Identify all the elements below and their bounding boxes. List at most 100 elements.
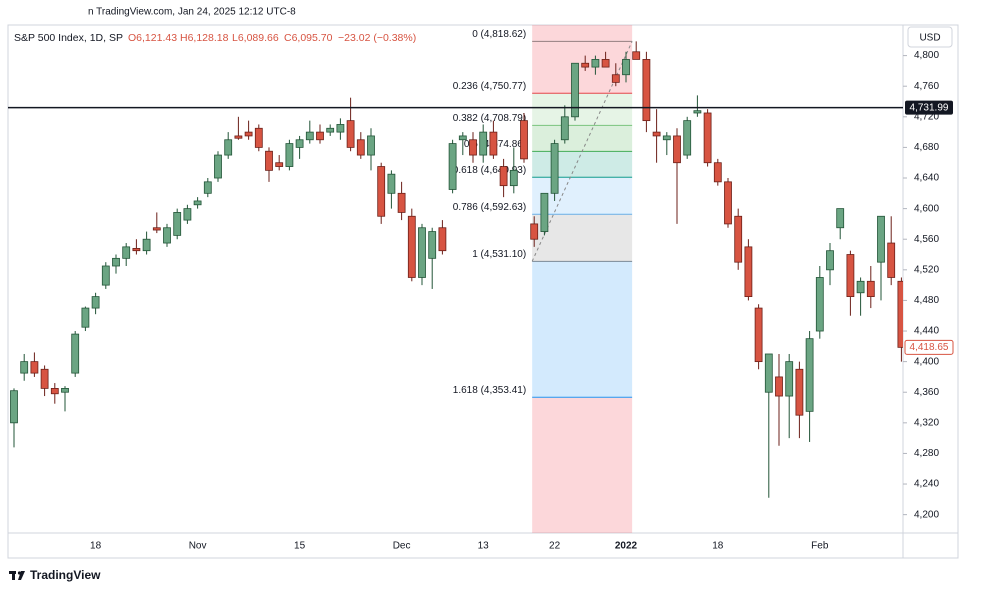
fib-label: 1 (4,531.10) <box>472 249 526 260</box>
fib-label: 0 (4,818.62) <box>472 29 526 40</box>
candle-body <box>509 169 518 187</box>
candle-body <box>50 388 59 395</box>
candle-body <box>285 143 294 167</box>
y-tick-label: 4,720 <box>914 111 939 122</box>
footer-logo <box>9 571 25 580</box>
candle-body <box>611 74 620 83</box>
x-tick-label: Dec <box>393 541 411 552</box>
candle-body <box>234 135 243 139</box>
candle-body <box>275 162 284 167</box>
candle-body <box>152 227 161 231</box>
candle-body <box>815 277 824 332</box>
fib-zone <box>532 214 633 262</box>
candle-body <box>40 368 49 389</box>
candle-body <box>91 296 100 309</box>
candle-body <box>662 135 671 141</box>
candle-body <box>866 280 875 297</box>
candle-body <box>805 338 814 412</box>
candle-body <box>61 388 69 393</box>
y-tick-label: 4,240 <box>914 479 939 490</box>
fib-zone <box>532 177 633 215</box>
candle-body <box>122 246 131 259</box>
fib-label: 0.382 (4,708.79) <box>453 113 526 124</box>
candle-body <box>856 280 865 294</box>
candle-body <box>530 223 539 240</box>
candle-body <box>112 257 120 267</box>
candle-body <box>550 143 559 194</box>
price-line-label: 4,731.99 <box>910 102 949 113</box>
x-tick-label: 2022 <box>615 541 638 552</box>
candle-body <box>20 361 29 374</box>
y-tick-label: 4,400 <box>914 356 939 367</box>
ohlc-open: O6,121.43 <box>128 32 177 44</box>
plot-area: 0 (4,818.62) 0.236 (4,750.77) 0.382 (4,708… <box>8 25 903 533</box>
y-tick-label: 4,560 <box>914 234 939 245</box>
candle-body <box>622 59 630 76</box>
fib-zone <box>532 93 633 126</box>
candle-body <box>887 242 896 278</box>
x-tick-label: 13 <box>478 541 490 552</box>
candle-body <box>183 208 192 221</box>
x-tick-label: 22 <box>549 541 561 552</box>
candle-body <box>295 139 304 148</box>
footer: TradingView <box>30 568 101 582</box>
ohlc-close: C6,095.70 <box>284 32 333 44</box>
candle-body <box>254 127 263 148</box>
x-tick-label: 15 <box>294 541 306 552</box>
candle-body <box>142 238 151 252</box>
y-tick-label: 4,200 <box>914 509 939 520</box>
last-price-label: 4,418.65 <box>910 342 949 353</box>
candle-body <box>489 131 498 156</box>
candle-body <box>540 192 549 232</box>
candle-body <box>754 307 763 363</box>
y-tick-label: 4,600 <box>914 203 939 214</box>
candle-body <box>693 110 702 114</box>
candle-body <box>71 333 80 374</box>
y-tick-label: 4,640 <box>914 173 939 184</box>
candle-body <box>265 150 273 171</box>
price-line-tag <box>905 100 953 115</box>
candle-body <box>203 181 212 194</box>
x-tick-label: 18 <box>712 541 724 552</box>
ohlc-change: −23.02 (−0.38%) <box>338 32 416 44</box>
candle-body <box>703 112 712 164</box>
currency-button[interactable] <box>907 26 953 48</box>
y-tick-label: 4,280 <box>914 448 939 459</box>
candle-body <box>785 361 794 397</box>
candle-body <box>326 127 335 133</box>
candle-body <box>356 139 365 156</box>
last-price-tag <box>904 339 954 355</box>
candle-body <box>724 181 732 225</box>
candle-body <box>897 280 903 348</box>
frame <box>7 24 959 559</box>
candle-body <box>683 120 692 156</box>
y-tick-label: 4,520 <box>914 264 939 275</box>
y-tick-label: 4,800 <box>914 50 939 61</box>
candle-body <box>469 139 477 156</box>
candle-body <box>438 227 447 252</box>
fib-zone <box>532 125 633 152</box>
candle-body <box>846 254 855 297</box>
axes: 4,200 4,240 4,280 4,320 4,360 4,400 4,440 4,480… <box>90 50 954 552</box>
candle-body <box>652 131 661 137</box>
candle-body <box>581 62 590 68</box>
candle-body <box>826 250 834 271</box>
candle-body <box>591 59 600 68</box>
fib-label: 0.786 (4,592.63) <box>453 202 526 213</box>
candle-body <box>101 265 110 286</box>
y-tick-label: 4,320 <box>914 417 939 428</box>
fib-label: 0.618 (4,640.93) <box>453 165 526 176</box>
candle-body <box>214 154 222 179</box>
candle-body <box>836 208 845 229</box>
candle-body <box>377 166 386 217</box>
currency[interactable]: USD <box>919 33 940 44</box>
header: n TradingView.com, Jan 24, 2025 12:12 UT… <box>88 7 296 18</box>
fib-label: 0.236 (4,750.77) <box>453 81 526 92</box>
candle-body <box>193 200 202 206</box>
fib-extension <box>532 397 633 533</box>
y-tick-label: 4,440 <box>914 326 939 337</box>
candle-body <box>764 353 773 393</box>
candle-body <box>367 135 375 156</box>
candle-body <box>244 131 253 137</box>
